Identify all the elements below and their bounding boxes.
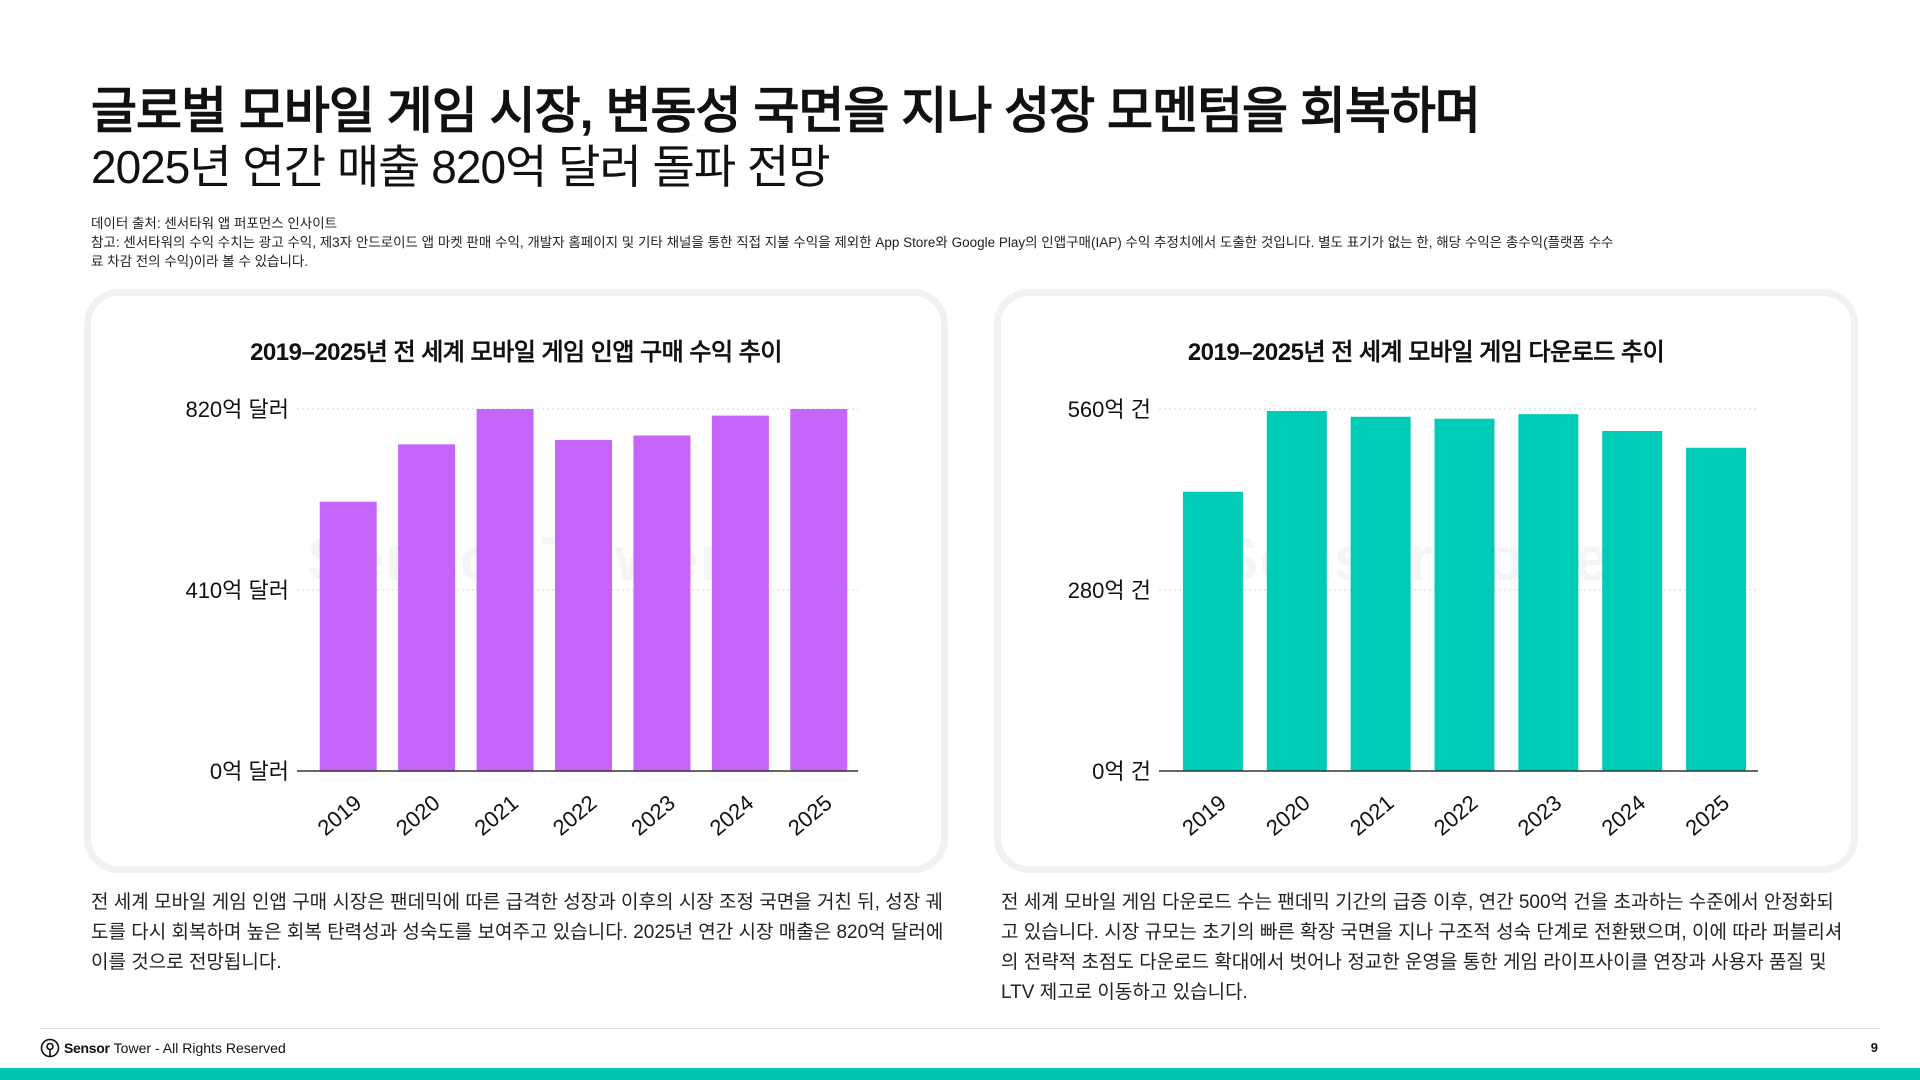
sensor-tower-pin-icon [40,1038,60,1058]
revenue-bar-2021 [476,409,534,771]
downloads-bar-2019 [1182,491,1243,771]
revenue-x-tick-label: 2019 [313,790,367,841]
downloads-chart-card: 2019–2025년 전 세계 모바일 게임 다운로드 추이 Sensor To… [1001,296,1851,866]
revenue-bar-2022 [555,439,612,771]
downloads-bar-2023 [1518,414,1579,771]
revenue-y-tick-label: 0억 달러 [210,759,289,784]
downloads-bar-2020 [1266,410,1327,771]
downloads-x-tick-label: 2022 [1429,790,1483,841]
revenue-bar-2024 [711,415,769,771]
downloads-chart-title: 2019–2025년 전 세계 모바일 게임 다운로드 추이 [1187,339,1665,366]
revenue-x-tick-label: 2023 [626,790,680,841]
footer-logo: Sensor Tower - All Rights Reserved [40,1038,286,1058]
footer-rights: - All Rights Reserved [155,1040,286,1056]
downloads-bar-2022 [1434,418,1495,771]
footer-divider [40,1028,1880,1029]
revenue-x-tick-label: 2024 [705,790,759,841]
downloads-x-tick-label: 2019 [1177,790,1231,841]
page-subtitle: 2025년 연간 매출 820억 달러 돌파 전망 [91,141,831,193]
revenue-chart: 0억 달러 410억 달러 820억 달러 2019 2020 2021 2022 2023 2… [185,397,858,841]
notes: 데이터 출처: 센서타워 앱 퍼포먼스 인사이트 참고: 센서타워의 수익 수치… [91,214,1741,271]
revenue-chart-title: 2019–2025년 전 세계 모바일 게임 인앱 구매 수익 추이 [250,339,782,366]
revenue-bar-2023 [633,435,691,771]
downloads-x-tick-label: 2025 [1680,790,1734,841]
downloads-y-tick-label: 280억 건 [1068,578,1151,603]
revenue-x-tick-label: 2025 [783,790,837,841]
bottom-accent-bar [0,1068,1920,1080]
downloads-x-tick-label: 2023 [1513,790,1567,841]
page-number: 9 [1870,1040,1878,1055]
downloads-description: 전 세계 모바일 게임 다운로드 수는 팬데믹 기간의 급증 이후, 연간 50… [1001,892,1843,1003]
downloads-y-tick-label: 0억 건 [1092,759,1151,784]
downloads-x-tick-label: 2020 [1261,790,1315,841]
revenue-x-tick-label: 2020 [391,790,445,841]
revenue-chart-card: 2019–2025년 전 세계 모바일 게임 인앱 구매 수익 추이 Senso… [91,296,941,866]
downloads-bar-2024 [1602,430,1663,771]
note-line-2: 료 차감 전의 수익)이라 볼 수 있습니다. [91,254,309,269]
downloads-bar-2021 [1350,416,1411,771]
revenue-description: 전 세계 모바일 게임 인앱 구매 시장은 팬데믹에 따른 급격한 성장과 이후… [91,892,944,973]
revenue-bar-2019 [319,501,377,771]
downloads-x-tick-label: 2024 [1597,790,1651,841]
revenue-x-tick-label: 2022 [548,790,602,841]
revenue-bar-2025 [790,409,848,771]
page-title: 글로벌 모바일 게임 시장, 변동성 국면을 지나 성장 모멘텀을 회복하며 [91,83,1481,139]
footer-brand-suffix: Tower [113,1040,152,1056]
revenue-y-tick-label: 410억 달러 [185,578,289,603]
note-line-1: 참고: 센서타워의 수익 수치는 광고 수익, 제3자 안드로이드 앱 마켓 판… [91,235,1614,250]
revenue-bar-2020 [398,444,456,771]
downloads-bar-2025 [1686,447,1747,771]
footer-brand-prefix: Sensor [64,1040,110,1056]
downloads-y-tick-label: 560억 건 [1068,397,1151,422]
revenue-y-tick-label: 820억 달러 [185,397,289,422]
downloads-x-tick-label: 2021 [1345,790,1399,841]
data-source: 데이터 출처: 센서타워 앱 퍼포먼스 인사이트 [91,216,338,231]
downloads-chart: 0억 건 280억 건 560억 건 2019 2020 2021 2022 2023 2024… [1068,397,1758,841]
revenue-x-tick-label: 2021 [469,790,523,841]
